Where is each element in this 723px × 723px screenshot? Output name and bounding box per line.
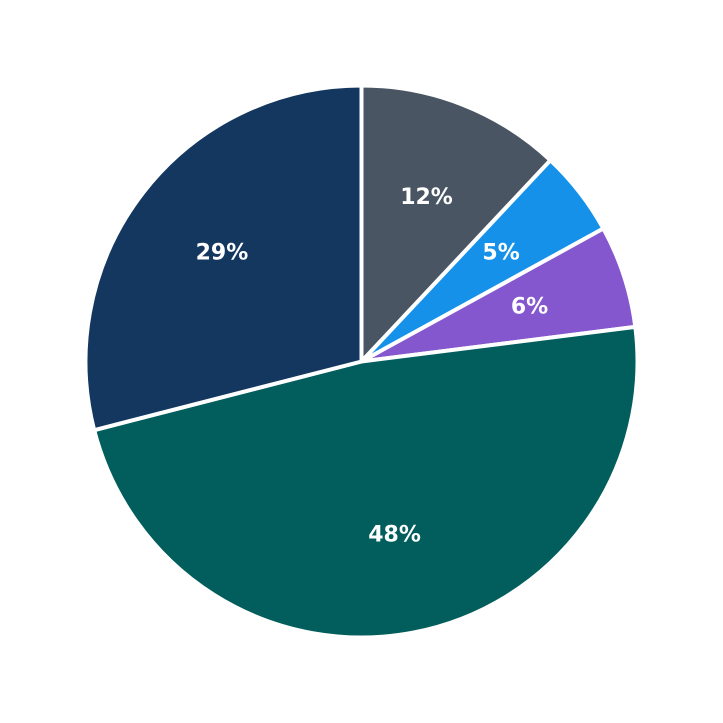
pie-slice-labels: 12% 5% 6% 48% 29% — [196, 185, 549, 548]
pie-slice-3 — [92, 324, 640, 640]
pie-slice-0 — [359, 83, 553, 364]
pie-slice-label-2: 6% — [511, 294, 548, 319]
pie-slice-label-1: 5% — [482, 241, 519, 266]
pie-slice-4 — [83, 83, 364, 433]
pie-slice-label-4: 29% — [196, 241, 249, 266]
pie-slice-label-3: 48% — [368, 523, 421, 548]
pie-slice-label-0: 12% — [400, 185, 453, 210]
pie-slices — [83, 83, 640, 640]
